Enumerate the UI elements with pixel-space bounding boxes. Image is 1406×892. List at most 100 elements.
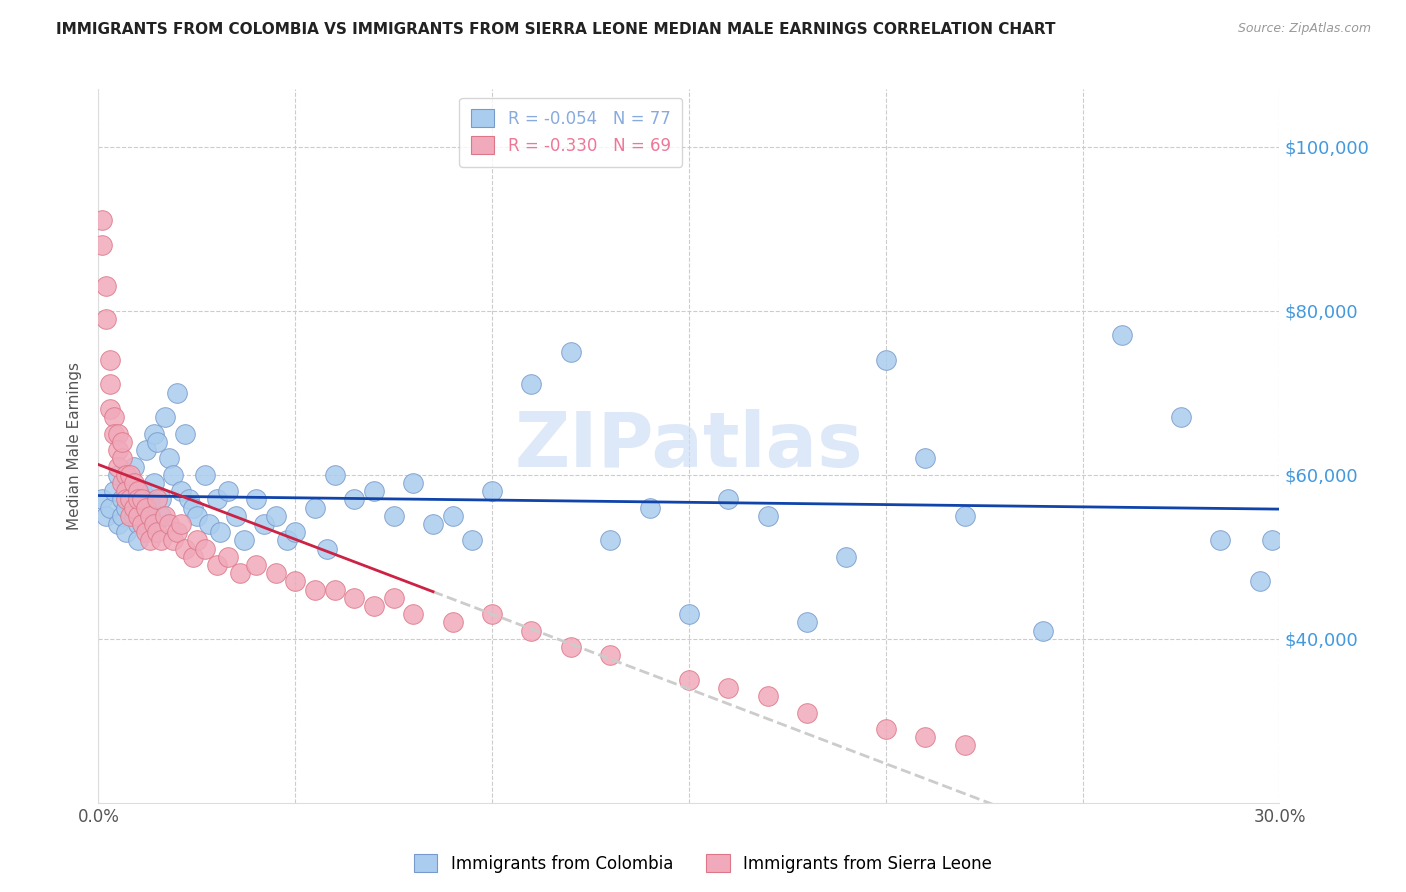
Point <box>304 500 326 515</box>
Point <box>174 426 197 441</box>
Point <box>146 525 169 540</box>
Point <box>170 484 193 499</box>
Point <box>111 492 134 507</box>
Point <box>138 508 160 523</box>
Point <box>520 624 543 638</box>
Point <box>717 492 740 507</box>
Point <box>363 484 385 499</box>
Point <box>111 508 134 523</box>
Point <box>638 500 661 515</box>
Point <box>756 508 779 523</box>
Point <box>323 582 346 597</box>
Point <box>382 591 405 605</box>
Point <box>155 508 177 523</box>
Point <box>481 484 503 499</box>
Point <box>157 451 180 466</box>
Point <box>98 402 121 417</box>
Point <box>146 492 169 507</box>
Point <box>264 508 287 523</box>
Point <box>138 492 160 507</box>
Point <box>217 484 239 499</box>
Point <box>194 541 217 556</box>
Point <box>304 582 326 597</box>
Point <box>135 500 157 515</box>
Point <box>127 533 149 548</box>
Point <box>122 500 145 515</box>
Text: ZIPatlas: ZIPatlas <box>515 409 863 483</box>
Point <box>1249 574 1271 589</box>
Point <box>135 443 157 458</box>
Point <box>343 591 366 605</box>
Point <box>115 492 138 507</box>
Point <box>91 238 114 252</box>
Point <box>135 525 157 540</box>
Point <box>441 615 464 630</box>
Point <box>245 492 267 507</box>
Point <box>107 467 129 482</box>
Point <box>481 607 503 622</box>
Text: IMMIGRANTS FROM COLOMBIA VS IMMIGRANTS FROM SIERRA LEONE MEDIAN MALE EARNINGS CO: IMMIGRANTS FROM COLOMBIA VS IMMIGRANTS F… <box>56 22 1056 37</box>
Point <box>103 426 125 441</box>
Legend: Immigrants from Colombia, Immigrants from Sierra Leone: Immigrants from Colombia, Immigrants fro… <box>408 847 998 880</box>
Point <box>441 508 464 523</box>
Point <box>107 426 129 441</box>
Point <box>717 681 740 695</box>
Y-axis label: Median Male Earnings: Median Male Earnings <box>67 362 83 530</box>
Point <box>162 533 184 548</box>
Point <box>131 492 153 507</box>
Point <box>98 500 121 515</box>
Point <box>253 516 276 531</box>
Point <box>835 549 858 564</box>
Point <box>284 574 307 589</box>
Legend: R = -0.054   N = 77, R = -0.330   N = 69: R = -0.054 N = 77, R = -0.330 N = 69 <box>460 97 682 167</box>
Point <box>146 434 169 449</box>
Point <box>150 492 173 507</box>
Point <box>138 508 160 523</box>
Point <box>98 352 121 367</box>
Point <box>122 508 145 523</box>
Point <box>107 443 129 458</box>
Point <box>194 467 217 482</box>
Point <box>118 508 141 523</box>
Point <box>91 492 114 507</box>
Point <box>127 484 149 499</box>
Point <box>103 484 125 499</box>
Point <box>115 525 138 540</box>
Point <box>107 459 129 474</box>
Point <box>461 533 484 548</box>
Point <box>107 516 129 531</box>
Point <box>363 599 385 613</box>
Point <box>91 213 114 227</box>
Point <box>118 467 141 482</box>
Point <box>186 508 208 523</box>
Point <box>131 516 153 531</box>
Point <box>209 525 232 540</box>
Point <box>756 689 779 703</box>
Point <box>115 484 138 499</box>
Point <box>560 344 582 359</box>
Point <box>197 516 219 531</box>
Text: Source: ZipAtlas.com: Source: ZipAtlas.com <box>1237 22 1371 36</box>
Point <box>166 385 188 400</box>
Point <box>1032 624 1054 638</box>
Point <box>205 558 228 572</box>
Point <box>914 451 936 466</box>
Point <box>98 377 121 392</box>
Point <box>520 377 543 392</box>
Point <box>138 533 160 548</box>
Point <box>225 508 247 523</box>
Point <box>875 722 897 736</box>
Point <box>162 467 184 482</box>
Point <box>1260 533 1282 548</box>
Point <box>174 541 197 556</box>
Point <box>157 516 180 531</box>
Point <box>181 549 204 564</box>
Point <box>103 410 125 425</box>
Point <box>1209 533 1232 548</box>
Point <box>276 533 298 548</box>
Point <box>122 459 145 474</box>
Point <box>284 525 307 540</box>
Point <box>205 492 228 507</box>
Point <box>118 492 141 507</box>
Point <box>229 566 252 581</box>
